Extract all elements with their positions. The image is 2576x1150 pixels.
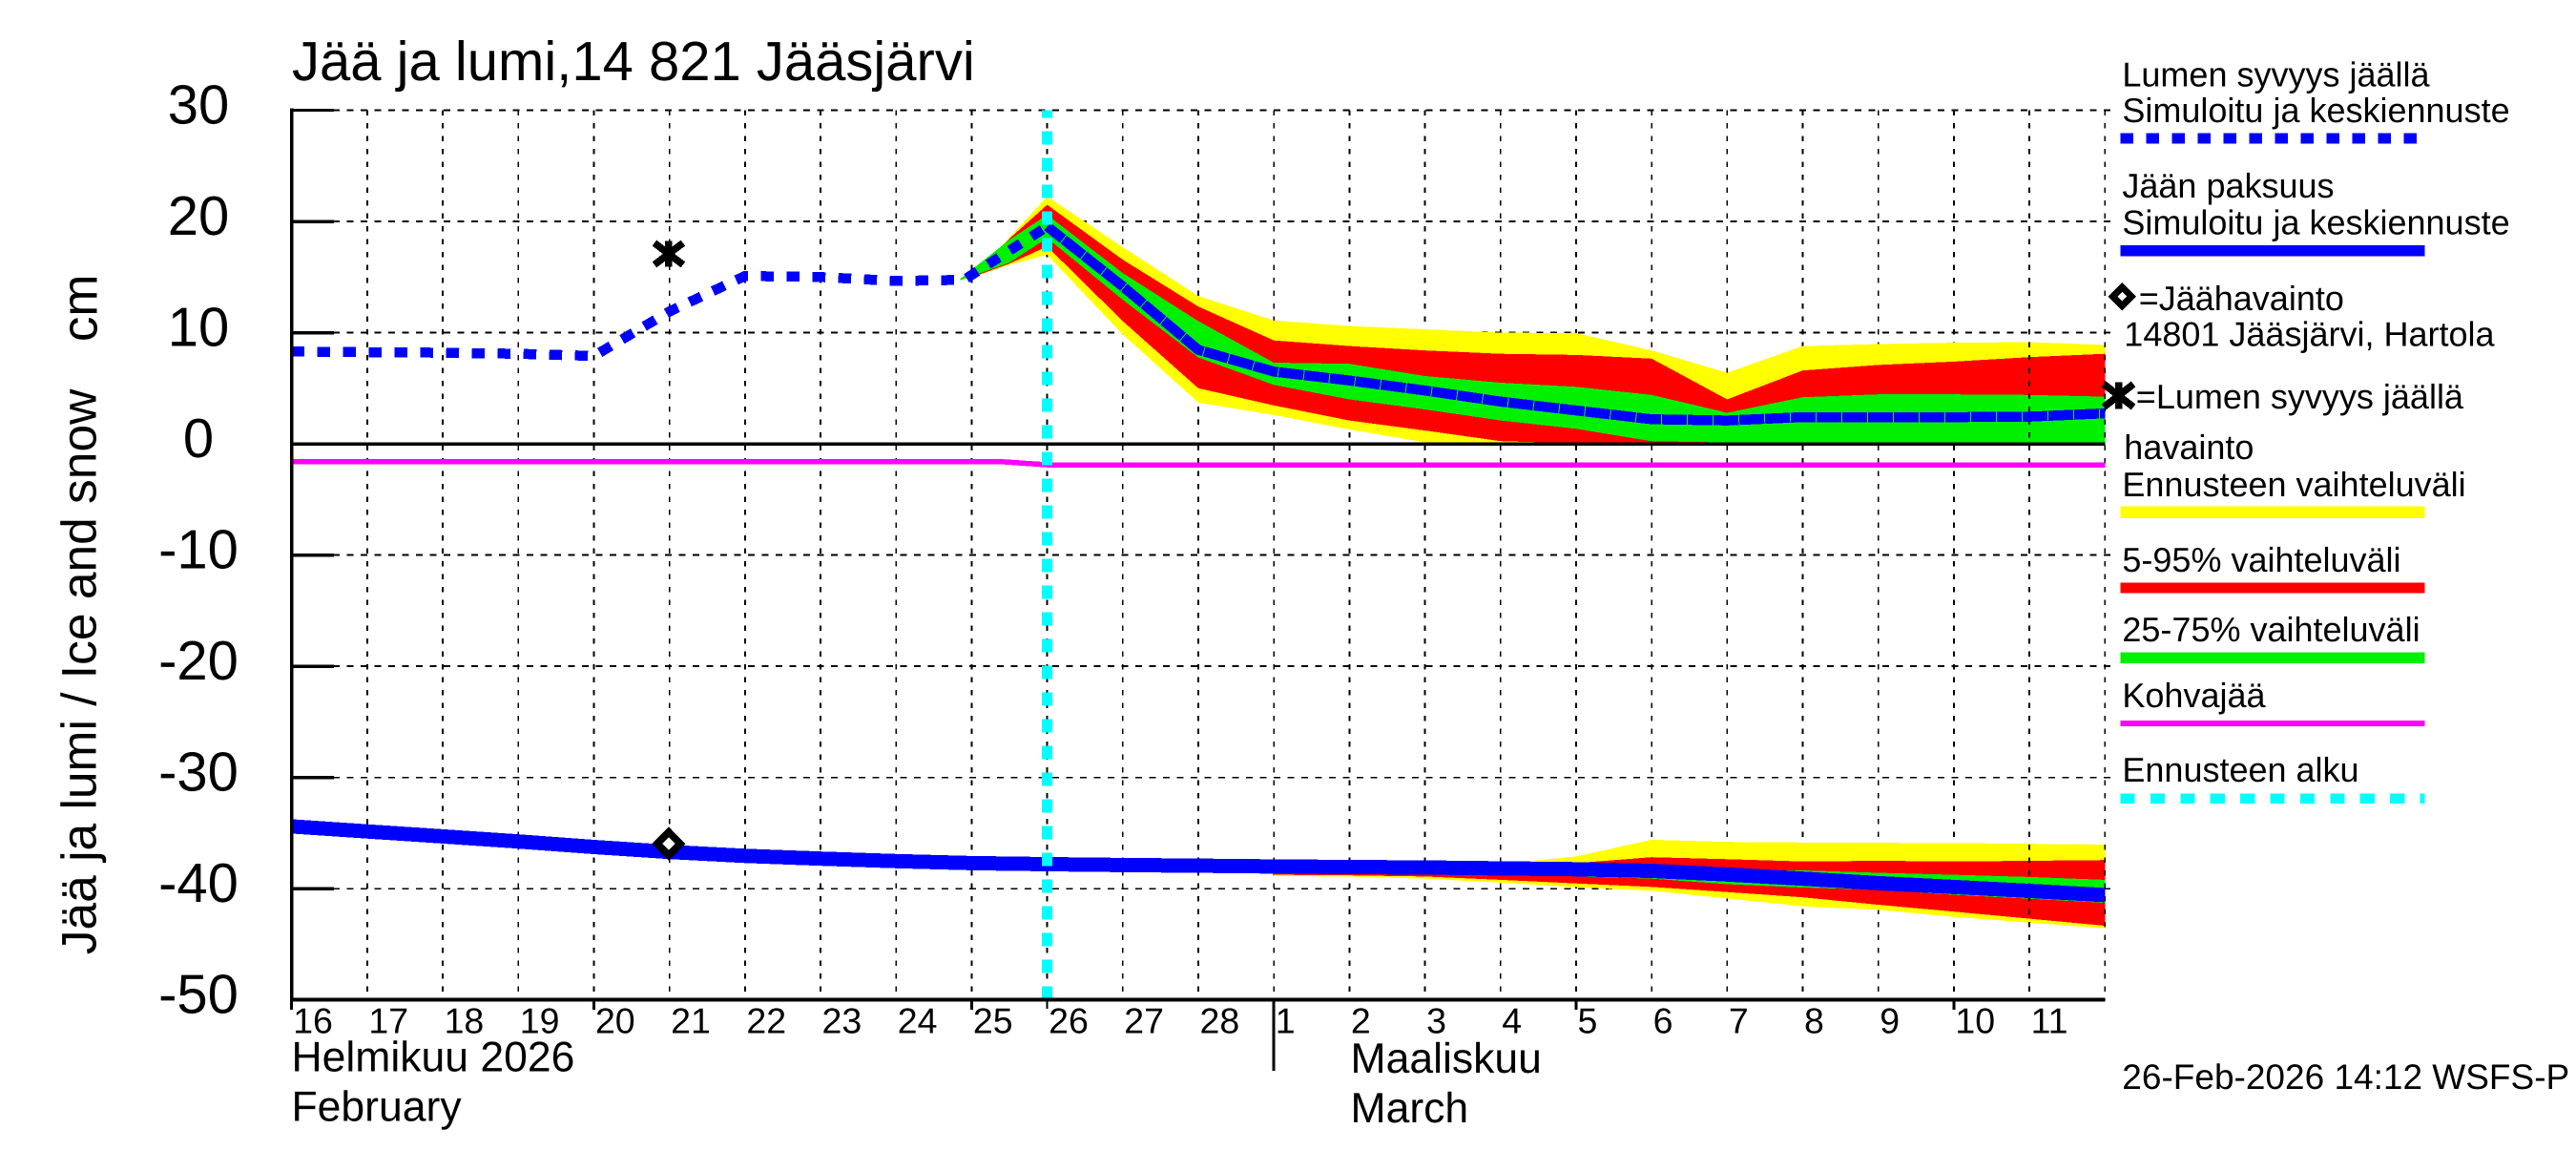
svg-text:25-75% vaihteluväli: 25-75% vaihteluväli (2122, 610, 2420, 649)
svg-text:11: 11 (2031, 1000, 2068, 1040)
svg-text:Jää ja lumi,14 821 Jääsjärvi: Jää ja lumi,14 821 Jääsjärvi (292, 31, 975, 93)
svg-text:19: 19 (520, 1000, 560, 1040)
svg-text:8: 8 (1804, 1000, 1824, 1040)
svg-text:3: 3 (1426, 1000, 1446, 1040)
svg-text:Simuloitu ja keskiennuste: Simuloitu ja keskiennuste (2122, 91, 2509, 130)
svg-text:Jään paksuus: Jään paksuus (2122, 166, 2334, 205)
svg-text:cm: cm (52, 274, 109, 342)
svg-text:10: 10 (1955, 1000, 1995, 1040)
svg-text:-50: -50 (158, 964, 239, 1026)
svg-text:24: 24 (898, 1000, 938, 1040)
svg-text:14801 Jääsjärvi, Hartola: 14801 Jääsjärvi, Hartola (2124, 315, 2495, 354)
svg-text:21: 21 (671, 1000, 711, 1040)
svg-text:Maaliskuu: Maaliskuu (1351, 1035, 1542, 1082)
svg-text:6: 6 (1653, 1000, 1673, 1040)
svg-text:10: 10 (168, 297, 230, 359)
svg-text:Jää ja lumi / Ice and snow: Jää ja lumi / Ice and snow (51, 388, 106, 954)
svg-text:Ennusteen vaihteluväli: Ennusteen vaihteluväli (2122, 465, 2465, 504)
svg-text:17: 17 (368, 1000, 408, 1040)
svg-text:20: 20 (595, 1000, 635, 1040)
svg-text:=Jäähavainto: =Jäähavainto (2139, 279, 2344, 318)
svg-text:Simuloitu ja keskiennuste: Simuloitu ja keskiennuste (2122, 202, 2509, 241)
svg-text:5: 5 (1577, 1000, 1597, 1040)
svg-text:30: 30 (168, 74, 230, 136)
svg-text:22: 22 (746, 1000, 786, 1040)
svg-text:9: 9 (1880, 1000, 1900, 1040)
svg-text:4: 4 (1502, 1000, 1522, 1040)
svg-text:Lumen syvyys jäällä: Lumen syvyys jäällä (2122, 55, 2430, 94)
svg-text:25: 25 (973, 1000, 1013, 1040)
svg-text:=Lumen syvyys jäällä: =Lumen syvyys jäällä (2136, 377, 2464, 416)
svg-text:Ennusteen alku: Ennusteen alku (2122, 750, 2358, 789)
svg-text:havainto: havainto (2124, 428, 2254, 467)
svg-text:Kohvajää: Kohvajää (2122, 676, 2266, 715)
svg-text:0: 0 (183, 408, 214, 470)
svg-text:16: 16 (293, 1000, 333, 1040)
svg-text:Helmikuu 2026: Helmikuu 2026 (292, 1035, 575, 1081)
svg-text:23: 23 (822, 1000, 862, 1040)
svg-text:March: March (1351, 1085, 1469, 1132)
svg-text:February: February (292, 1084, 463, 1131)
svg-text:20: 20 (168, 185, 230, 247)
svg-text:7: 7 (1729, 1000, 1749, 1040)
svg-text:26: 26 (1049, 1000, 1089, 1040)
svg-text:1: 1 (1276, 1000, 1296, 1040)
svg-text:27: 27 (1124, 1000, 1164, 1040)
svg-text:2: 2 (1351, 1000, 1371, 1040)
svg-text:-40: -40 (158, 852, 239, 914)
svg-text:-10: -10 (158, 519, 239, 581)
svg-text:18: 18 (445, 1000, 485, 1040)
svg-text:26-Feb-2026 14:12 WSFS-P: 26-Feb-2026 14:12 WSFS-P (2122, 1057, 2569, 1097)
svg-text:28: 28 (1200, 1000, 1240, 1040)
svg-text:5-95% vaihteluväli: 5-95% vaihteluväli (2122, 540, 2400, 579)
svg-text:-20: -20 (158, 630, 239, 692)
svg-text:-30: -30 (158, 742, 239, 804)
